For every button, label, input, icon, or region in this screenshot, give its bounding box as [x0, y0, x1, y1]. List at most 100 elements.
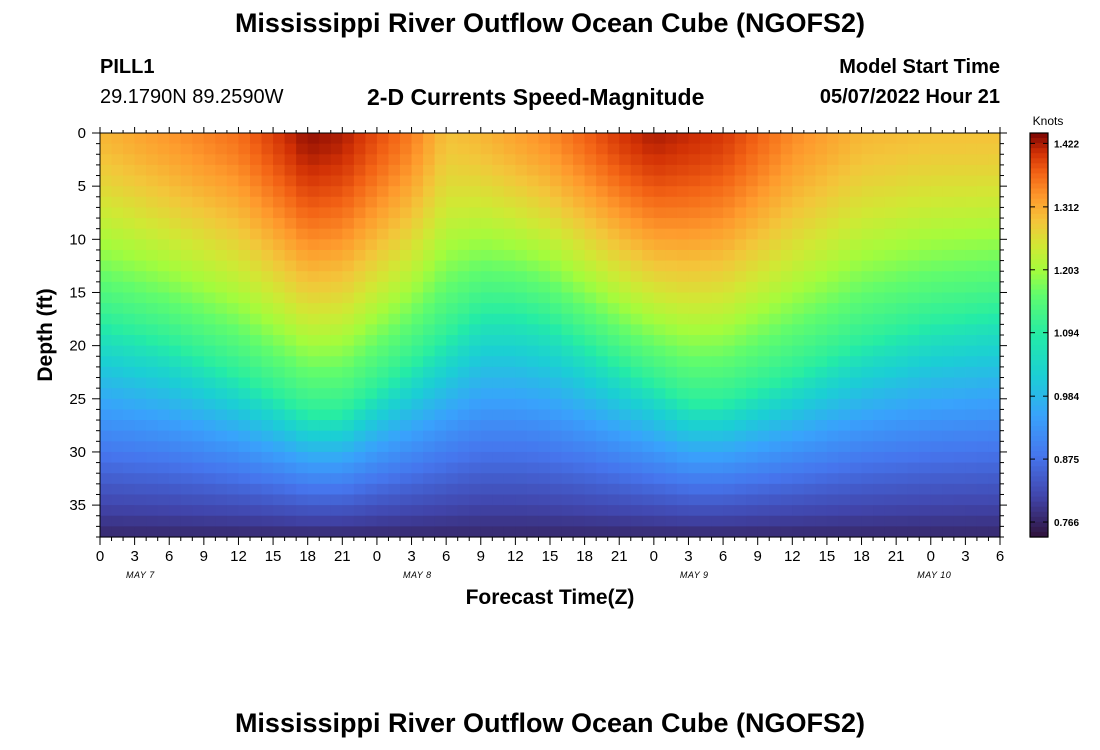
heatmap-cell [203, 143, 216, 155]
heatmap-cell [884, 271, 897, 283]
heatmap-cell [561, 143, 574, 155]
heatmap-cell [388, 451, 401, 464]
heatmap-cell [296, 154, 309, 166]
heatmap-cell [653, 207, 666, 219]
heatmap-cell [919, 303, 932, 315]
heatmap-cell [596, 441, 609, 453]
heatmap-cell [100, 218, 113, 230]
heatmap-cell [169, 249, 182, 262]
heatmap-cell [342, 388, 355, 400]
heatmap-cell [469, 281, 482, 294]
heatmap-cell [596, 409, 609, 421]
heatmap-cell [261, 398, 274, 411]
heatmap-cell [457, 462, 470, 474]
heatmap-cell [584, 164, 597, 177]
heatmap-cell [423, 196, 436, 209]
heatmap-cell [561, 271, 574, 283]
heatmap-cell [307, 281, 320, 294]
heatmap-cell [953, 281, 966, 294]
heatmap-cell [803, 398, 816, 411]
heatmap-cell [180, 366, 193, 379]
heatmap-cell [480, 154, 493, 166]
heatmap-cell [919, 196, 932, 209]
heatmap-cell [665, 494, 678, 506]
heatmap-cell [607, 175, 620, 187]
heatmap-cell [376, 228, 390, 240]
heatmap-cell [169, 281, 182, 294]
heatmap-cell [930, 515, 943, 527]
heatmap-cell [376, 281, 390, 294]
heatmap-cell [457, 186, 470, 198]
heatmap-cell [503, 494, 516, 506]
heatmap-cell [169, 505, 182, 517]
heatmap-cell [746, 164, 759, 177]
heatmap-cell [780, 409, 793, 421]
heatmap-cell [653, 175, 666, 187]
heatmap-cell [861, 515, 874, 527]
heatmap-cell [515, 249, 528, 262]
heatmap-cell [723, 164, 736, 177]
heatmap-cell [607, 335, 620, 347]
heatmap-cell [157, 377, 170, 389]
heatmap-cell [584, 228, 597, 240]
heatmap-cell [411, 366, 424, 379]
heatmap-cell [769, 356, 782, 368]
heatmap-cell [688, 345, 701, 357]
heatmap-cell [457, 271, 470, 283]
heatmap-cell [619, 473, 632, 485]
heatmap-cell [273, 218, 286, 230]
heatmap-cell [734, 133, 747, 145]
heatmap-cell [353, 335, 366, 347]
heatmap-cell [353, 133, 366, 145]
heatmap-cell [515, 186, 528, 198]
heatmap-cell [642, 526, 655, 538]
heatmap-cell [457, 420, 470, 432]
heatmap-cell [492, 430, 505, 442]
x-day-label: MAY 9 [680, 570, 709, 580]
heatmap-cell [503, 345, 516, 357]
heatmap-cell [307, 207, 320, 219]
heatmap-cell [792, 207, 805, 219]
heatmap-cell [561, 303, 574, 315]
heatmap-cell [723, 356, 736, 368]
x-tick-label: 3 [407, 548, 415, 565]
heatmap-cell [596, 249, 609, 262]
heatmap-cell [815, 186, 828, 198]
heatmap-cell [642, 239, 655, 251]
heatmap-cell [215, 473, 228, 485]
heatmap-cell [619, 366, 632, 379]
heatmap-cell [850, 164, 863, 177]
heatmap-cell [457, 515, 470, 527]
heatmap-cell [988, 451, 1001, 464]
heatmap-cell [365, 409, 378, 421]
heatmap-cell [388, 260, 401, 272]
heatmap-cell [284, 494, 297, 506]
heatmap-cell [157, 218, 170, 230]
heatmap-cell [988, 462, 1001, 474]
heatmap-cell [480, 377, 493, 389]
heatmap-cell [723, 313, 736, 325]
heatmap-cell [169, 515, 182, 527]
heatmap-cell [515, 377, 528, 389]
heatmap-cell [134, 249, 147, 262]
heatmap-cell [330, 260, 343, 272]
heatmap-cell [296, 483, 309, 496]
heatmap-cell [423, 483, 436, 496]
heatmap-cell [688, 515, 701, 527]
heatmap-cell [838, 409, 851, 421]
heatmap-cell [192, 303, 205, 315]
heatmap-cell [538, 505, 551, 517]
heatmap-cell [642, 133, 655, 145]
heatmap-cell [492, 228, 505, 240]
heatmap-cell [123, 249, 136, 262]
heatmap-cell [757, 430, 770, 442]
heatmap-cell [169, 356, 182, 368]
heatmap-cell [180, 133, 193, 145]
heatmap-cell [469, 483, 482, 496]
heatmap-cell [388, 281, 401, 294]
heatmap-cell [238, 133, 251, 145]
heatmap-cell [492, 303, 505, 315]
heatmap-cell [711, 398, 724, 411]
heatmap-cell [192, 335, 205, 347]
heatmap-cell [376, 345, 390, 357]
